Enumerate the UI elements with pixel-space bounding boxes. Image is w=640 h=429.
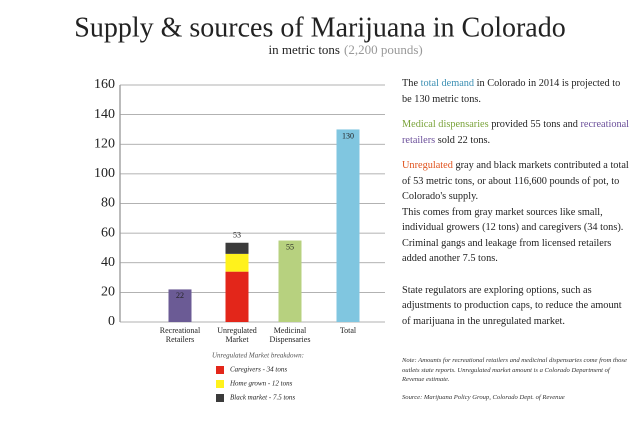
bar-segment <box>225 271 249 322</box>
y-tick-label: 80 <box>101 196 115 211</box>
x-tick-label: Market <box>225 335 249 344</box>
highlight: Unregulated <box>402 160 453 171</box>
text: gray and black markets contributed a tot… <box>402 160 629 202</box>
bar <box>278 240 302 322</box>
paragraph: Medical dispensaries provided 55 tons an… <box>402 117 630 148</box>
y-tick-label: 60 <box>101 225 115 240</box>
legend-title: Unregulated Market breakdown: <box>212 352 304 360</box>
legend-swatch <box>216 380 224 388</box>
paragraph: This comes from gray market sources like… <box>402 205 630 267</box>
y-tick-label: 20 <box>101 285 115 300</box>
text: This comes from gray market sources like… <box>402 206 624 265</box>
text: State regulators are exploring options, … <box>402 284 622 327</box>
source: Source: Marijuana Policy Group, Colorado… <box>402 393 565 401</box>
x-tick-label: Medicinal <box>274 326 307 335</box>
y-tick-label: 120 <box>94 136 115 151</box>
x-tick-label: Unregulated <box>217 326 257 335</box>
value-label: 22 <box>176 291 184 300</box>
text: sold 22 tons. <box>435 134 491 146</box>
bar-segment <box>225 242 249 254</box>
highlight: Medical dispensaries <box>402 119 489 130</box>
paragraph: State regulators are exploring options, … <box>402 283 630 330</box>
text: provided 55 tons and <box>488 119 581 130</box>
bar <box>336 129 360 322</box>
x-tick-label: Dispensaries <box>270 335 311 344</box>
y-tick-label: 140 <box>94 107 115 122</box>
note: Note: Amounts for recreational retailers… <box>402 357 627 383</box>
x-tick-label: Recreational <box>160 326 201 335</box>
chart-title: Supply & sources of Marijuana in Colorad… <box>74 12 565 43</box>
legend-swatch <box>216 394 224 402</box>
legend-label: Home grown - 12 tons <box>229 380 293 388</box>
bar <box>168 289 192 322</box>
value-label: 55 <box>286 242 294 251</box>
y-tick-label: 160 <box>94 77 115 92</box>
bar-segment <box>225 253 249 272</box>
legend-label: Caregivers - 34 tons <box>230 366 287 374</box>
y-tick-label: 0 <box>108 314 115 329</box>
sidebar: The total demand in Colorado in 2014 is … <box>402 76 630 339</box>
y-tick-label: 40 <box>101 255 115 270</box>
footnote: Note: Amounts for recreational retailers… <box>402 356 632 410</box>
value-label: 130 <box>342 131 354 140</box>
highlight: recreational retailers <box>402 119 630 146</box>
y-tick-label: 100 <box>94 166 115 181</box>
highlight: total demand <box>420 78 475 89</box>
chart-subtitle-note: (2,200 pounds) <box>344 42 423 57</box>
value-label: 53 <box>233 231 241 240</box>
legend-label: Black market - 7.5 tons <box>230 394 295 402</box>
text: The <box>402 78 421 89</box>
paragraph: The total demand in Colorado in 2014 is … <box>402 76 630 107</box>
legend-swatch <box>216 366 224 374</box>
x-tick-label: Retailers <box>166 335 194 344</box>
paragraph: Unregulated gray and black markets contr… <box>402 158 630 205</box>
chart-subtitle: in metric tons <box>269 42 341 57</box>
text: in Colorado in 2014 is projected to be 1… <box>402 78 621 105</box>
x-tick-label: Total <box>340 326 357 335</box>
